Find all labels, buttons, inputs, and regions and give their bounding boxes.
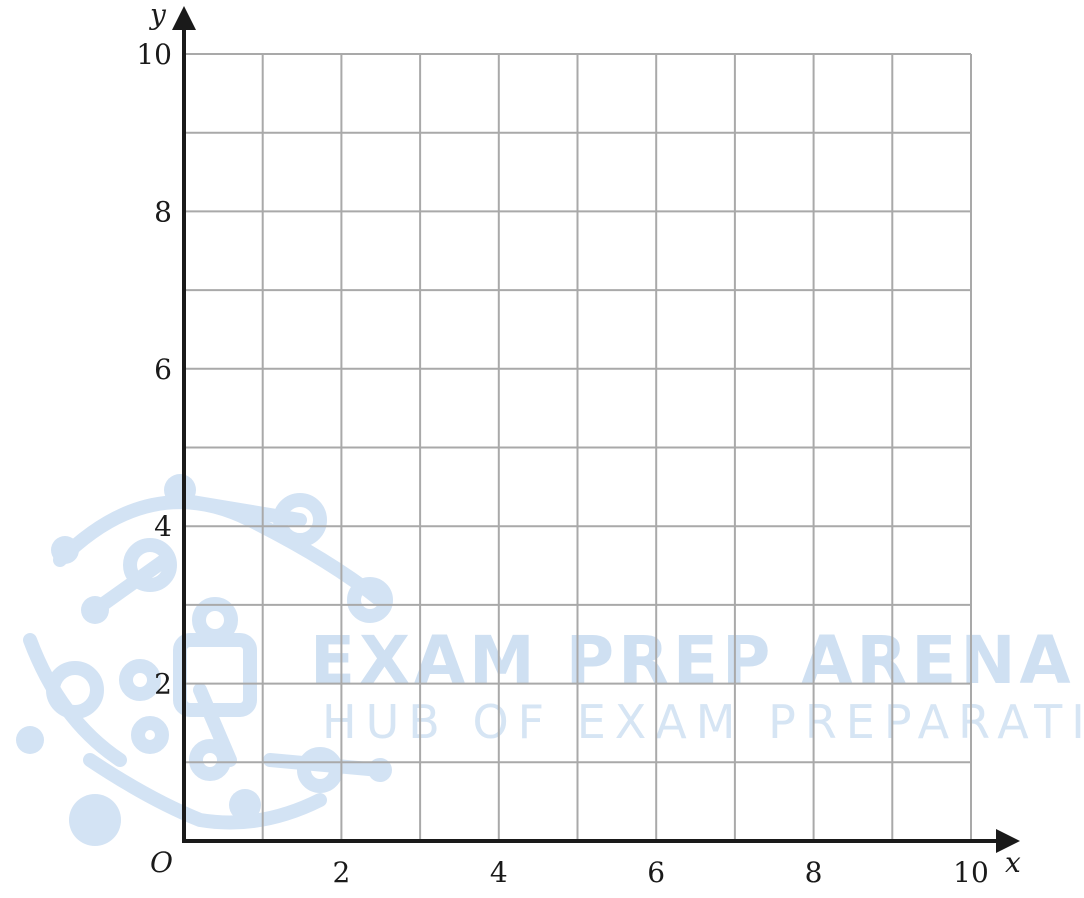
y-tick-label: 4 [154,510,172,543]
x-axis-label: x [1005,846,1021,879]
origin-label: O [150,846,173,879]
x-tick-label: 2 [332,856,350,889]
y-axis-arrowhead [172,6,196,30]
x-tick-label: 6 [647,856,665,889]
y-tick-label: 8 [154,195,172,228]
x-tick-label: 4 [490,856,508,889]
x-tick-label: 10 [953,856,989,889]
x-tick-label: 8 [805,856,823,889]
watermark-subtitle: HUB OF EXAM PREPARATION [322,695,1084,749]
y-axis-label: y [148,0,167,31]
y-tick-label: 6 [154,353,172,386]
x-axis-arrowhead [996,829,1020,853]
watermark-title: EXAM PREP ARENA [310,622,1075,699]
y-tick-label: 10 [136,38,172,71]
y-tick-label: 2 [154,668,172,701]
